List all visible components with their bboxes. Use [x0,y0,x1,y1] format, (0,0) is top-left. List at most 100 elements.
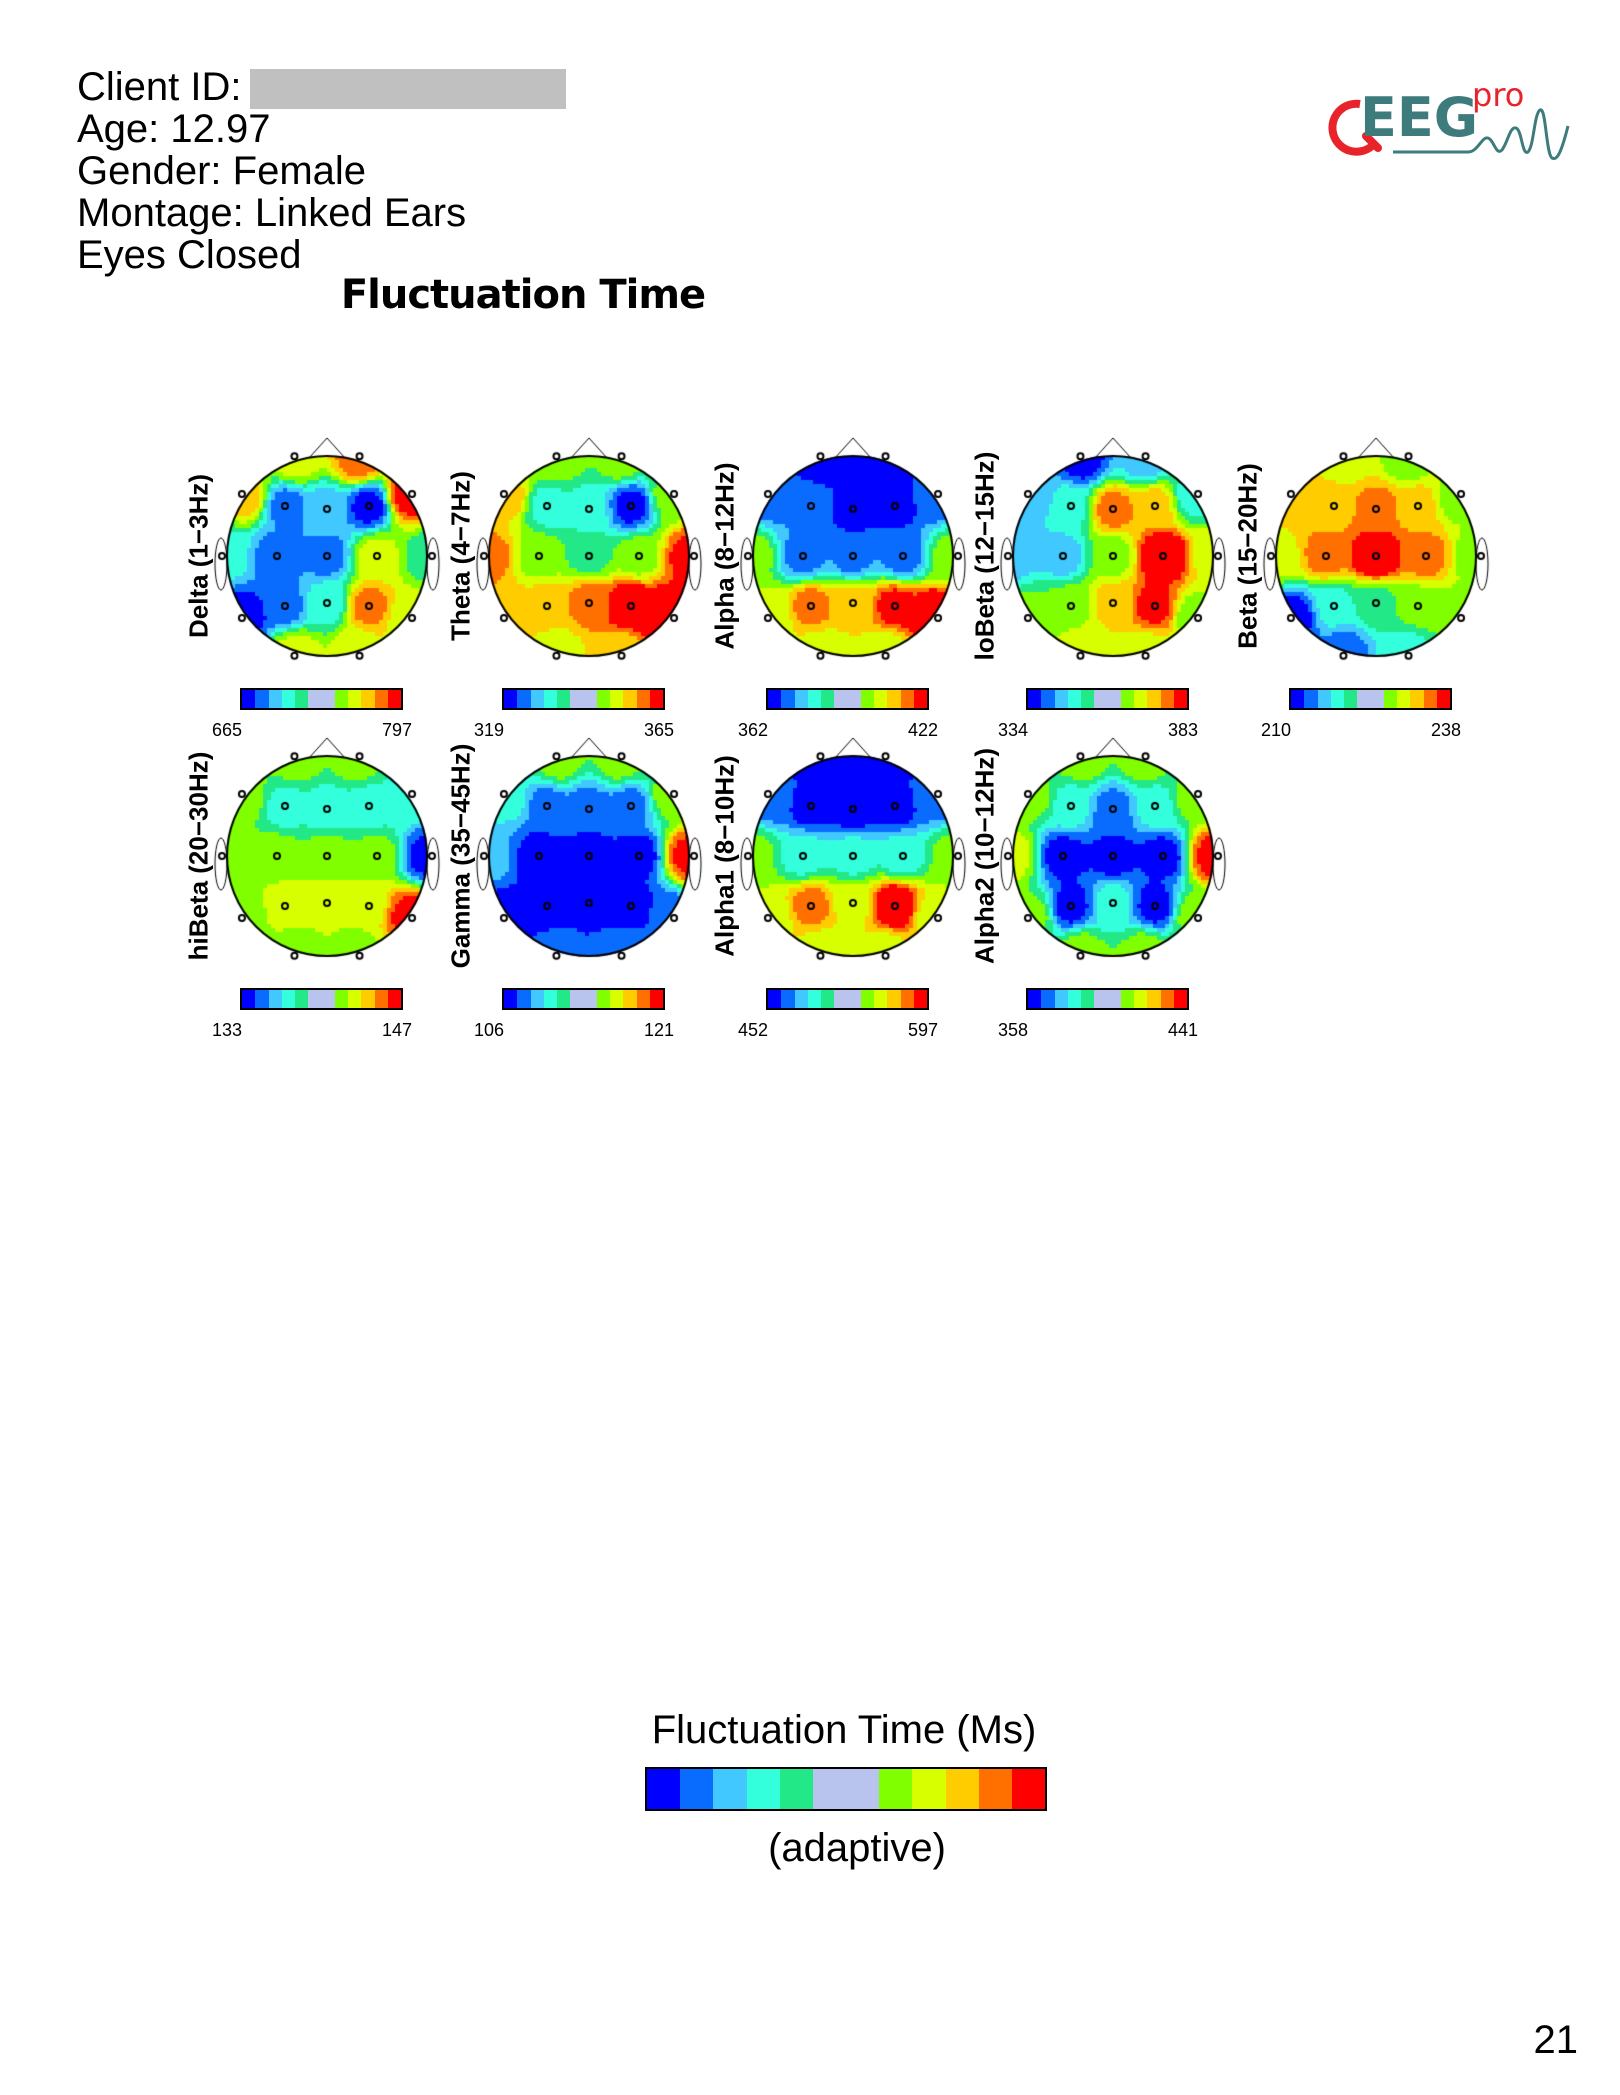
colorbar-segment [1067,690,1081,708]
legend-segment [879,1769,913,1809]
colorbar-segment [1147,990,1161,1008]
colorbar-segment [874,990,888,1008]
colorbar-segment [636,690,650,708]
topomap [197,736,457,976]
legend-segment [680,1769,714,1809]
map-colorbar [766,988,929,1010]
colorbar-segment [1041,990,1055,1008]
client-id-redacted [249,69,566,110]
page-title: Fluctuation Time [340,272,706,318]
colorbar-segment [1383,690,1397,708]
map-colorbar [1026,688,1189,710]
colorbar-segment [794,690,808,708]
colorbar-max: 147 [382,1020,413,1040]
colorbar-segment [557,990,571,1008]
topomap-panel: Alpha2 (10−12Hz) 358 441 [970,736,1243,1116]
colorbar-segment [1134,690,1148,708]
svg-text:EEG: EEG [1360,86,1478,149]
colorbar-segment [361,990,375,1008]
topomap [723,736,983,976]
colorbar-segment [1028,990,1042,1008]
colorbar-segment [834,990,861,1008]
colorbar-segment [543,990,557,1008]
colorbar-segment [1067,990,1081,1008]
colorbar-segment [1410,690,1424,708]
colorbar-segment [1436,690,1450,708]
colorbar-min: 334 [998,720,1029,740]
colorbar-segment [900,690,914,708]
colorbar-min: 665 [212,720,243,740]
svg-text:pro: pro [1472,76,1524,114]
colorbar-segment [768,990,782,1008]
montage: Montage: Linked Ears [77,191,467,235]
colorbar-segment [781,690,795,708]
qeegpro-logo: EEG pro [1328,76,1570,161]
colorbar-segment [530,690,544,708]
colorbar-segment [636,990,650,1008]
colorbar-min: 362 [738,720,769,740]
colorbar-segment [768,690,782,708]
colorbar-segment [1160,990,1174,1008]
colorbar-segment [623,990,637,1008]
colorbar-segment [1173,990,1187,1008]
legend-segment [978,1769,1012,1809]
colorbar-segment [334,690,348,708]
colorbar-segment [649,990,663,1008]
colorbar-segment [1423,690,1437,708]
colorbar-segment [1120,990,1134,1008]
colorbar-max: 797 [382,720,413,740]
colorbar-segment [517,990,531,1008]
colorbar-segment [387,990,401,1008]
colorbar-segment [1330,690,1344,708]
colorbar-min: 452 [738,1020,769,1040]
colorbar-segment [887,690,901,708]
map-colorbar [502,688,665,710]
topomap-panel: Gamma (35−45Hz) 106 121 [446,736,719,1116]
colorbar-segment [821,690,835,708]
colorbar-max: 383 [1168,720,1199,740]
page-number: 21 [1533,2018,1579,2062]
colorbar-segment [1397,690,1411,708]
colorbar-segment [281,690,295,708]
colorbar-segment [1134,990,1148,1008]
colorbar-max: 422 [908,720,939,740]
colorbar-segment [543,690,557,708]
colorbar-segment [1028,690,1042,708]
map-colorbar [766,688,929,710]
map-colorbar [240,688,403,710]
legend-segment [812,1769,880,1809]
legend-segment [1011,1769,1046,1809]
colorbar-segment [860,990,874,1008]
topomap [197,436,457,676]
colorbar-segment [1291,690,1305,708]
colorbar-segment [504,990,518,1008]
topomap [983,736,1243,976]
colorbar-segment [1054,990,1068,1008]
colorbar-min: 106 [474,1020,505,1040]
colorbar-segment [821,990,835,1008]
topomap-panel: Theta (4−7Hz) 319 365 [446,436,719,816]
colorbar-segment [596,990,610,1008]
colorbar-segment [596,690,610,708]
colorbar-segment [794,990,808,1008]
topomap [459,736,719,976]
colorbar-segment [557,690,571,708]
legend-subtitle: (adaptive) [768,1826,946,1870]
colorbar-segment [348,990,362,1008]
colorbar-segment [834,690,861,708]
colorbar-max: 121 [644,1020,675,1040]
colorbar-segment [1357,690,1384,708]
colorbar-segment [1094,690,1121,708]
colorbar-max: 365 [644,720,675,740]
colorbar-segment [334,990,348,1008]
colorbar-segment [1304,690,1318,708]
topomap-panel: hiBeta (20−30Hz) 133 147 [184,736,457,1116]
colorbar-segment [530,990,544,1008]
age: Age: 12.97 [77,107,271,151]
map-colorbar [1289,688,1452,710]
gender: Gender: Female [77,149,367,193]
topomap-panel: Alpha1 (8−10Hz) 452 597 [710,736,983,1116]
colorbar-max: 238 [1431,720,1462,740]
colorbar-max: 597 [908,1020,939,1040]
colorbar-segment [1120,690,1134,708]
